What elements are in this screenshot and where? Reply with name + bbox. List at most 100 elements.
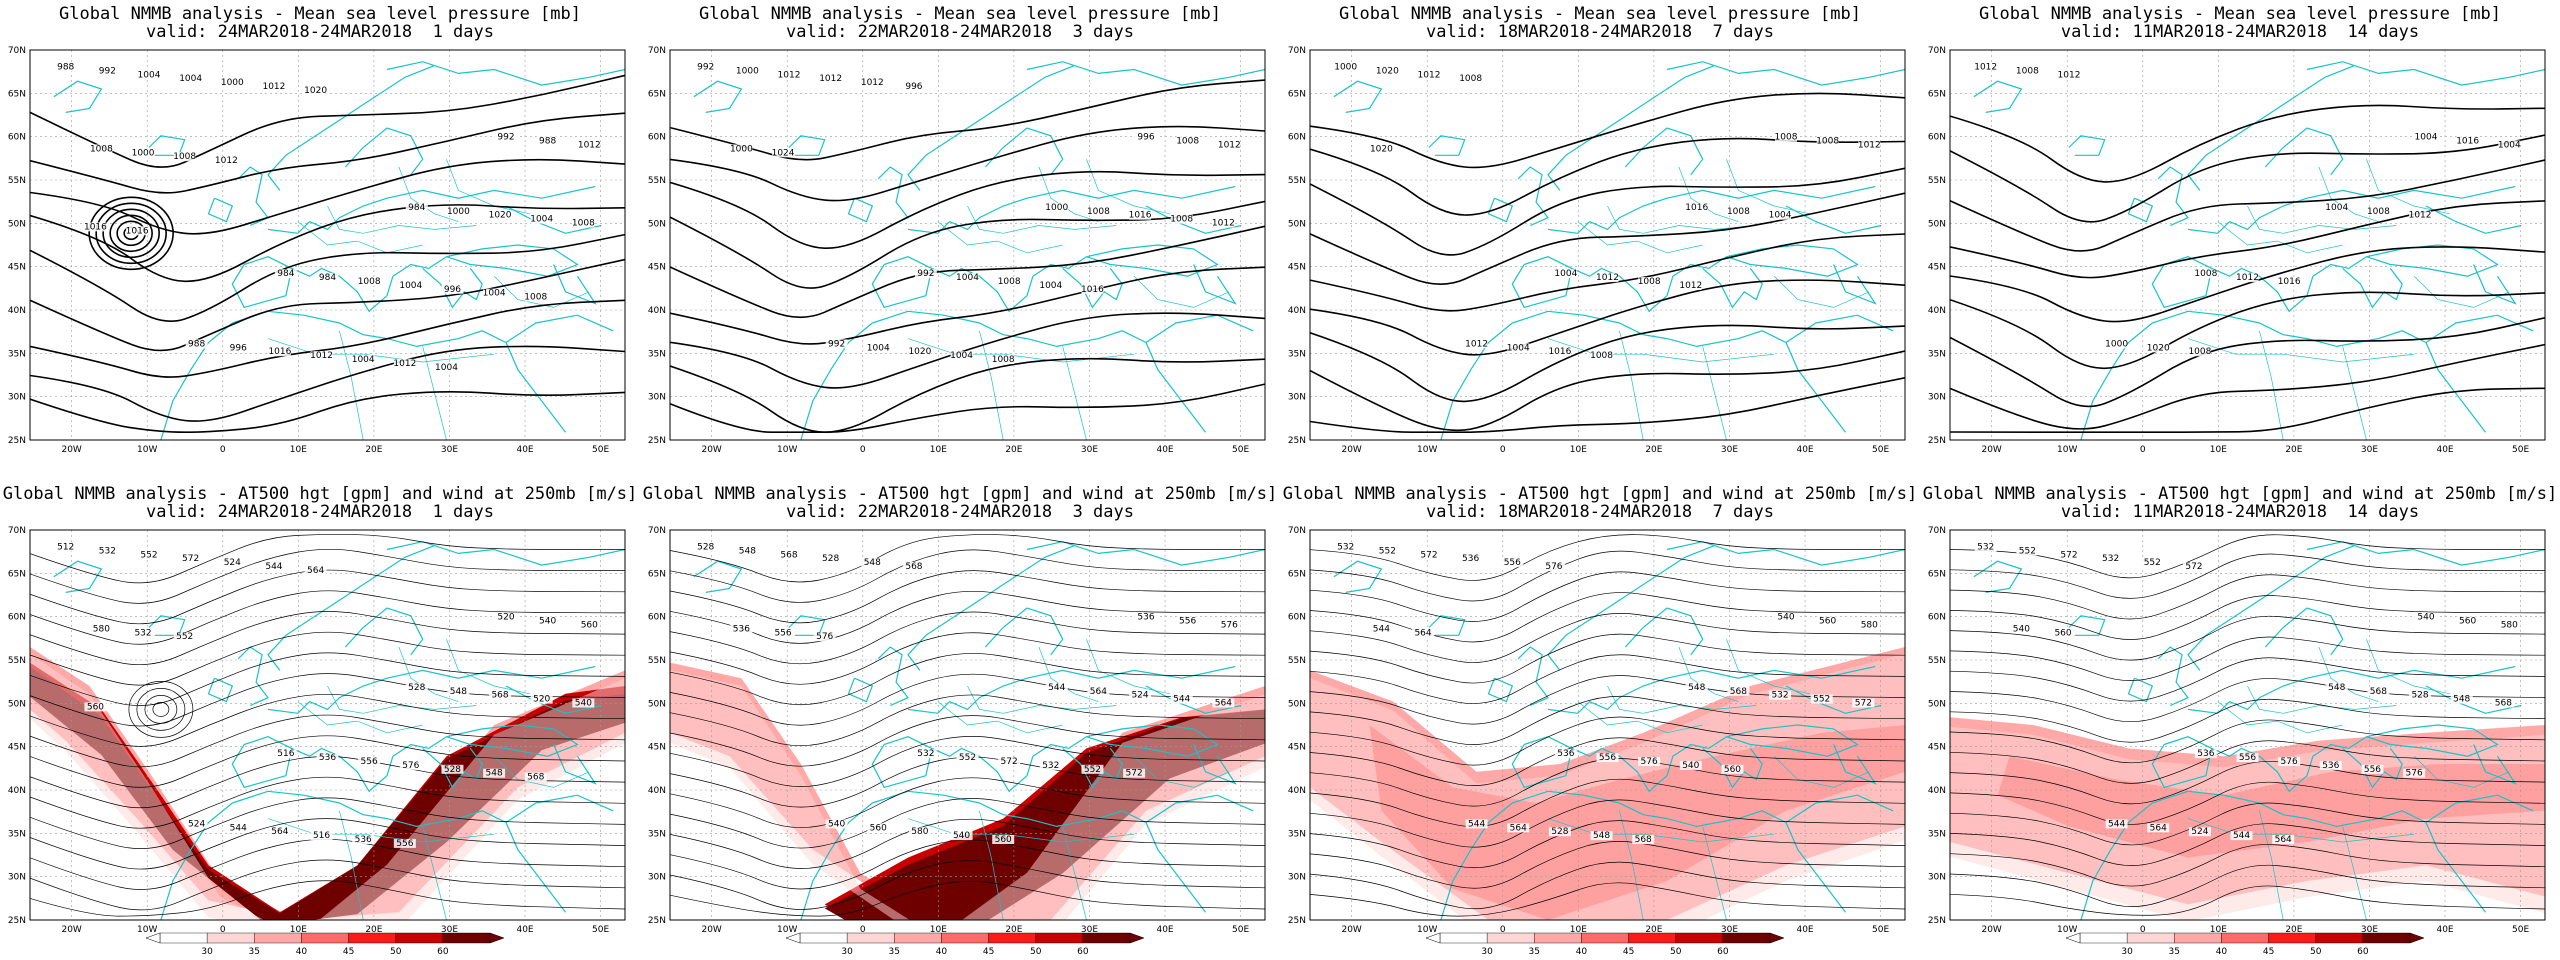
latitude-tick-label: 35N bbox=[1288, 829, 1306, 839]
contour-label: 996 bbox=[444, 285, 461, 295]
contour-label: 556 bbox=[1599, 753, 1616, 763]
contour-label: 1008 bbox=[1638, 277, 1661, 287]
contour-label: 532 bbox=[2102, 554, 2119, 564]
longitude-tick-label: 50E bbox=[1232, 925, 1249, 935]
contour-label: 1008 bbox=[2188, 347, 2211, 357]
contour-labels: 532 536 540 544 548 552 556 560 564 568 572 576 580 5… bbox=[1334, 542, 1881, 845]
contour-label: 1012 bbox=[2058, 70, 2081, 80]
isobars bbox=[670, 79, 1265, 434]
longitude-tick-label: 30E bbox=[2361, 445, 2378, 455]
isobars bbox=[1310, 92, 1905, 434]
colorbar-tick-label: 50 bbox=[1670, 947, 1682, 957]
contour-label: 1012 bbox=[310, 351, 333, 361]
contour-label: 1004 bbox=[950, 351, 973, 361]
contour-labels: 992 992 996 992 1000 1000 1004 1008 1004 1008 1012… bbox=[694, 62, 1241, 365]
latitude-tick-label: 30N bbox=[8, 873, 26, 883]
latitude-tick-label: 45N bbox=[1288, 263, 1306, 273]
map-frame bbox=[1949, 49, 2546, 441]
contour-label: 536 bbox=[1557, 749, 1574, 759]
contour-label: 532 bbox=[917, 749, 934, 759]
contour-label: 576 bbox=[816, 632, 833, 642]
contour-label: 1016 bbox=[126, 226, 149, 236]
map-canvas: 528 532 536 540 544 548 552 556 560 564 568 572 576 5… bbox=[648, 526, 1266, 957]
panel-subtitle: valid: 11MAR2018-24MAR2018 14 days bbox=[2060, 22, 2420, 42]
longitude-tick-label: 40E bbox=[1796, 445, 1813, 455]
contour-label: 544 bbox=[265, 562, 282, 572]
latitude-tick-label: 35N bbox=[1928, 349, 1946, 359]
contour-label: 548 bbox=[2453, 695, 2470, 705]
contour-label: 1020 bbox=[908, 347, 931, 357]
colorbar-tick-label: 35 bbox=[889, 947, 900, 957]
latitude-tick-label: 45N bbox=[1928, 743, 1946, 753]
contour-label: 572 bbox=[2185, 562, 2202, 572]
contour-label: 1000 bbox=[736, 66, 759, 76]
contour-label: 1004 bbox=[1039, 281, 1062, 291]
latitude-tick-label: 35N bbox=[1928, 829, 1946, 839]
contour-label: 1012 bbox=[1679, 281, 1702, 291]
contour-label: 556 bbox=[1179, 617, 1196, 627]
latitude-tick-label: 60N bbox=[1288, 613, 1306, 623]
latitude-tick-label: 65N bbox=[8, 89, 26, 99]
contour-label: 1012 bbox=[393, 359, 416, 369]
contour-label: 1000 bbox=[1045, 203, 1068, 213]
longitude-tick-label: 10E bbox=[930, 925, 947, 935]
latitude-tick-label: 55N bbox=[1928, 176, 1946, 186]
latitude-tick-label: 65N bbox=[1928, 89, 1946, 99]
map-panel-mslp-3d: Global NMMB analysis - Mean sea level pr… bbox=[640, 0, 1280, 480]
contour-label: 1004 bbox=[1769, 211, 1792, 221]
latitude-tick-label: 25N bbox=[648, 916, 666, 926]
contour-label: 556 bbox=[774, 628, 791, 638]
contour-label: 560 bbox=[581, 621, 598, 631]
longitude-tick-label: 0 bbox=[2140, 445, 2146, 455]
contour-label: 1004 bbox=[352, 355, 375, 365]
contour-label: 996 bbox=[1137, 133, 1154, 143]
longitude-tick-label: 0 bbox=[860, 445, 866, 455]
contour-label: 1008 bbox=[1087, 207, 1110, 217]
coastlines bbox=[1333, 541, 1905, 920]
longitude-tick-label: 50E bbox=[592, 445, 609, 455]
contour-label: 1020 bbox=[1376, 66, 1399, 76]
longitude-tick-label: 10E bbox=[290, 925, 307, 935]
contour-label: 528 bbox=[1551, 827, 1568, 837]
contour-label: 572 bbox=[182, 554, 199, 564]
coastlines bbox=[693, 61, 1265, 440]
contour-label: 552 bbox=[140, 550, 157, 560]
map-frame bbox=[1949, 529, 2546, 921]
contour-label: 524 bbox=[224, 558, 241, 568]
latitude-tick-label: 45N bbox=[648, 263, 666, 273]
coastlines bbox=[53, 61, 625, 440]
contour-label: 572 bbox=[1001, 757, 1018, 767]
contour-label: 560 bbox=[2459, 617, 2476, 627]
longitude-tick-label: 20W bbox=[701, 445, 721, 455]
latitude-tick-label: 60N bbox=[648, 613, 666, 623]
contour-label: 1012 bbox=[578, 141, 601, 151]
contour-label: 1012 bbox=[861, 78, 884, 88]
contour-label: 512 bbox=[57, 543, 74, 553]
contour-label: 548 bbox=[1593, 831, 1610, 841]
longitude-tick-label: 40E bbox=[2436, 445, 2453, 455]
panel-subtitle: valid: 11MAR2018-24MAR2018 14 days bbox=[2060, 502, 2420, 522]
map-frame bbox=[669, 49, 1266, 441]
longitude-tick-label: 50E bbox=[2512, 925, 2529, 935]
longitude-tick-label: 40E bbox=[516, 445, 533, 455]
map-canvas: 532 536 540 544 548 552 556 560 564 568 572 576 580 5… bbox=[1928, 526, 2546, 957]
contour-label: 532 bbox=[1042, 761, 1059, 771]
longitude-tick-label: 40E bbox=[516, 925, 533, 935]
contour-label: 540 bbox=[1777, 613, 1794, 623]
latitude-tick-label: 50N bbox=[1288, 219, 1306, 229]
contour-label: 1008 bbox=[1170, 215, 1193, 225]
contour-label: 564 bbox=[271, 827, 288, 837]
latitude-tick-label: 25N bbox=[1288, 916, 1306, 926]
contour-label: 1004 bbox=[2325, 203, 2348, 213]
longitude-tick-label: 50E bbox=[1232, 445, 1249, 455]
latitude-tick-label: 45N bbox=[1288, 743, 1306, 753]
contour-label: 1016 bbox=[268, 347, 291, 357]
contour-label: 1008 bbox=[2016, 66, 2039, 76]
contour-label: 540 bbox=[2417, 613, 2434, 623]
longitude-tick-label: 30E bbox=[1081, 445, 1098, 455]
latitude-tick-label: 50N bbox=[8, 219, 26, 229]
contour-label: 520 bbox=[533, 695, 550, 705]
coastlines bbox=[1973, 541, 2545, 920]
map-canvas: 1000 1004 1008 1012 1016 1020 1012 1008 1004 1008… bbox=[1288, 46, 1906, 455]
coastlines bbox=[1973, 61, 2545, 440]
